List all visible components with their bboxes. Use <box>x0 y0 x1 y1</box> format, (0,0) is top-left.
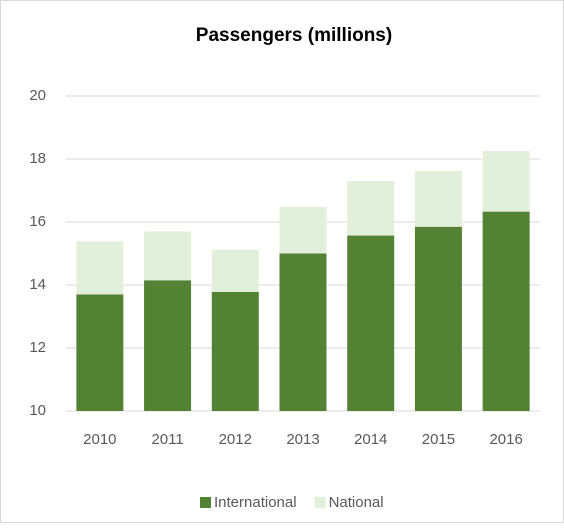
y-tick-label: 12 <box>29 339 46 356</box>
bar-segment <box>76 294 124 411</box>
legend-swatch <box>314 497 326 508</box>
bar-segment <box>144 231 192 281</box>
bar-segment <box>347 181 395 236</box>
bar-segment <box>347 235 395 411</box>
chart-title: Passengers (millions) <box>196 25 392 46</box>
legend-label: International <box>214 494 297 511</box>
x-tick-label: 2011 <box>151 431 183 448</box>
x-tick-label: 2014 <box>354 431 387 448</box>
y-tick-label: 16 <box>29 213 46 230</box>
x-tick-label: 2010 <box>83 431 116 448</box>
x-tick-label: 2012 <box>219 431 252 448</box>
y-tick-label: 14 <box>29 276 46 293</box>
bar-segment <box>279 206 327 254</box>
y-tick-label: 18 <box>29 150 46 167</box>
bar-segment <box>414 170 462 227</box>
legend-label: National <box>329 494 384 511</box>
y-tick-label: 20 <box>29 87 46 104</box>
y-tick-label: 10 <box>29 402 46 419</box>
x-tick-label: 2015 <box>422 431 455 448</box>
bar-segment <box>482 211 530 411</box>
bar-segment <box>211 249 259 292</box>
bar-segment <box>482 151 530 212</box>
bar-segment <box>211 291 259 411</box>
bar-segment <box>76 241 124 295</box>
x-tick-label: 2016 <box>489 431 522 448</box>
bar-segment <box>414 226 462 411</box>
legend-swatch <box>200 497 211 508</box>
bar-segment <box>279 253 327 411</box>
x-tick-label: 2013 <box>286 431 319 448</box>
bar-segment <box>144 280 192 411</box>
